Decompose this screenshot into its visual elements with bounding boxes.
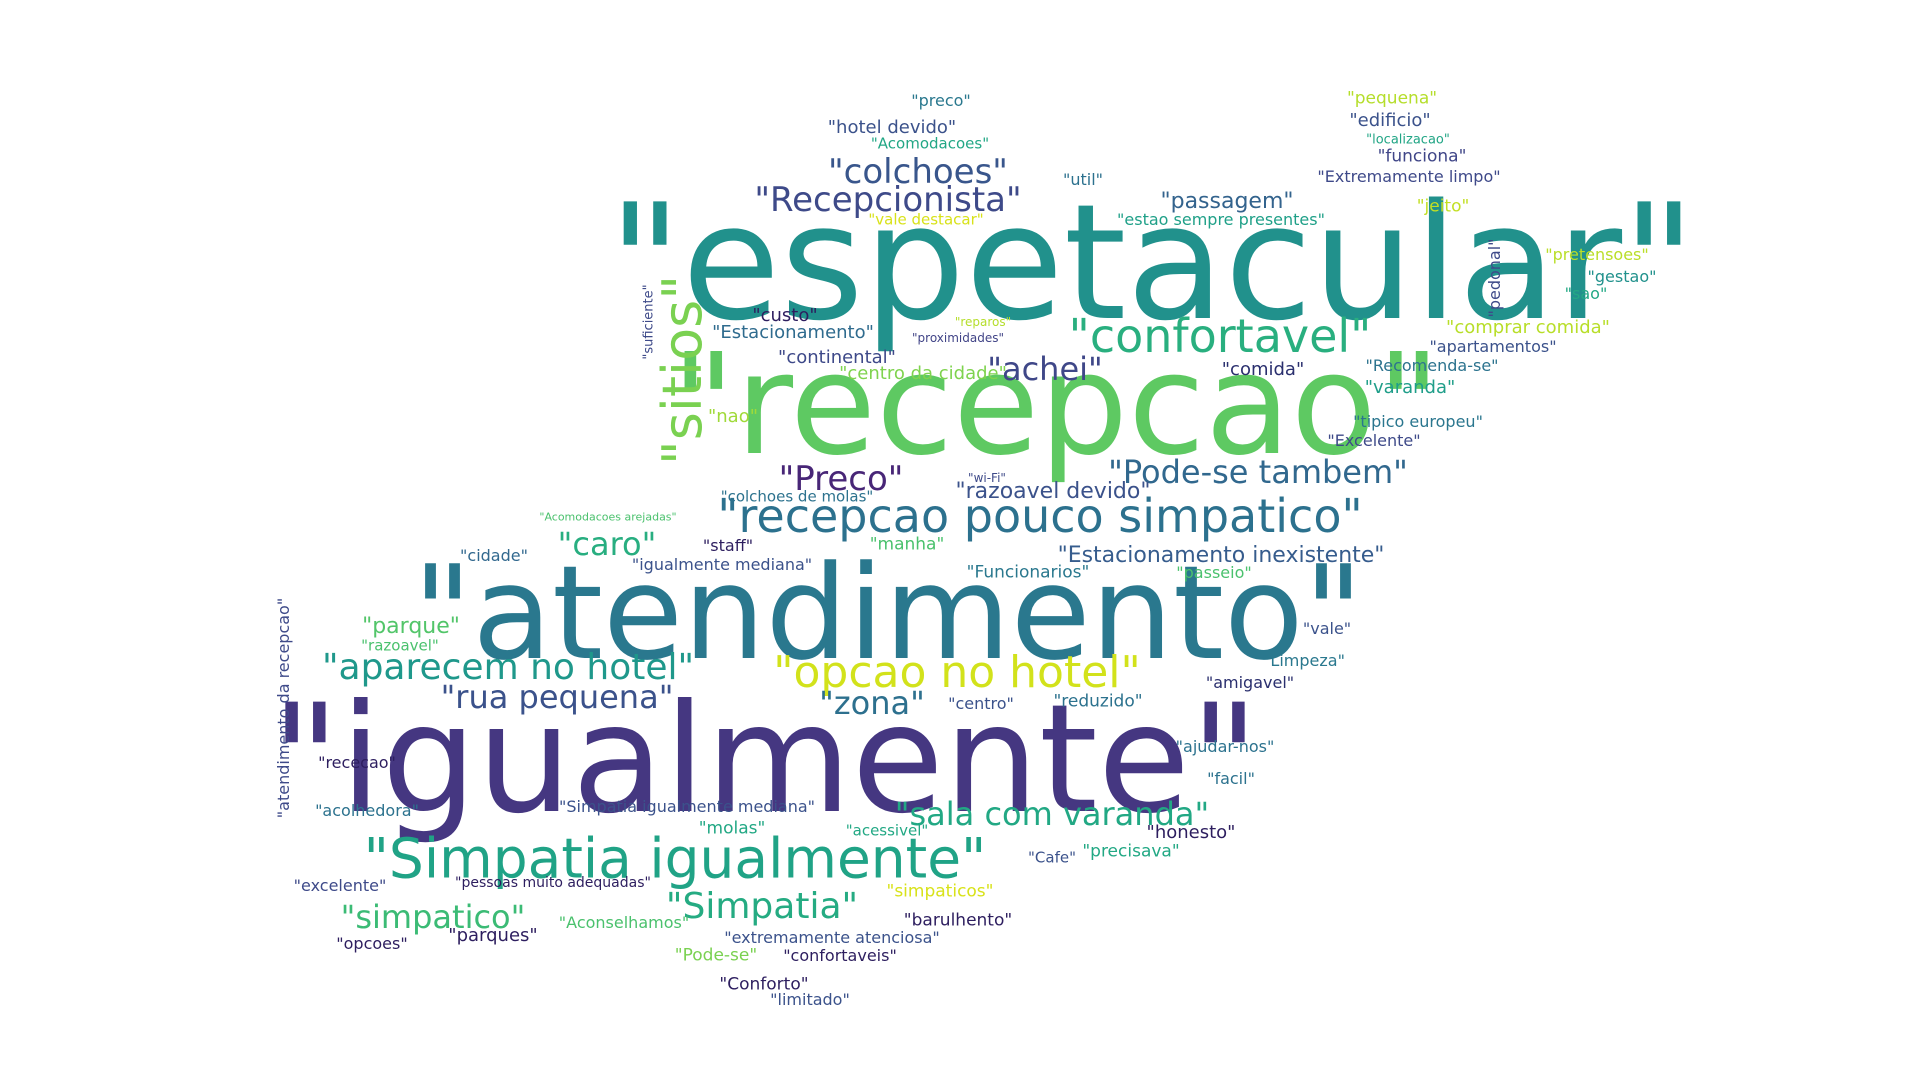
word-preco: "preco" (911, 91, 971, 110)
word-pretensoes: "pretensoes" (1545, 245, 1649, 264)
word-estacionamento: "Estacionamento" (712, 322, 874, 343)
word-estacionamento-inexistente: "Estacionamento inexistente" (1057, 543, 1385, 568)
word-extremamente-atenciosa: "extremamente atenciosa" (724, 928, 940, 947)
word-cafe: "Cafe" (1028, 848, 1076, 867)
word-conforto: "Conforto" (719, 974, 809, 995)
word-sitios: "sitios" (651, 274, 714, 466)
word-pequena: "pequena" (1346, 88, 1438, 109)
word-colchoes-de-molas: "colchoes de molas" (720, 487, 874, 506)
word-pode-se-tambem: "Pode-se tambem" (1108, 453, 1408, 491)
word-opcoes: "opcoes" (336, 934, 408, 953)
word-atendimento: "atendimento" (412, 537, 1364, 689)
word-aconselhamos: "Aconselhamos" (558, 913, 690, 932)
word-atendimento-da-recepcao: "atendimento da recepcao" (274, 597, 293, 819)
word-achei: "achei" (987, 350, 1103, 388)
word-espetacular: "espetacular" (608, 169, 1696, 356)
word-zona: "zona" (819, 684, 925, 722)
word-sala-com-varanda: "sala com varanda" (894, 795, 1210, 833)
word-wi-fi: "wi-Fi" (968, 471, 1006, 485)
word-centro: "centro" (948, 694, 1014, 713)
word-pessoas-muito-adequadas: "pessoas muito adequadas" (455, 875, 651, 891)
word-comida: "comida" (1221, 359, 1305, 380)
word-simpaticos: "simpaticos" (886, 881, 994, 902)
word-sao: "sao" (1564, 284, 1608, 303)
word-gestao: "gestao" (1587, 267, 1657, 286)
word-reduzido: "reduzido" (1053, 691, 1143, 712)
word-precisava: "precisava" (1082, 841, 1180, 862)
word-acomodacoes: "Acomodacoes" (870, 134, 990, 153)
word-rua-pequena: "rua pequena" (440, 678, 674, 716)
word-caro: "caro" (557, 525, 657, 563)
word-simpatico: "simpatico" (340, 898, 526, 936)
word-recepcao-pouco-simpatico: "recepcao pouco simpatico" (717, 489, 1363, 543)
word-continental: "continental" (778, 347, 896, 368)
word-molas: "molas" (698, 818, 766, 839)
word-acolhedora: "acolhedora" (315, 801, 419, 820)
word-aparecem-no-hotel: "aparecem no hotel" (321, 647, 695, 688)
word-localizacao: "localizacao" (1366, 132, 1450, 148)
word-simpatia: "Simpatia" (665, 886, 859, 927)
word-estao-sempre-presentes: "estao sempre presentes" (1117, 210, 1325, 229)
word-razoavel: "razoavel" (361, 636, 439, 655)
word-acomodacoes-arejadas: "Acomodacoes arejadas" (539, 510, 677, 524)
word-excelente: "excelente" (293, 876, 387, 895)
word-barulhento: "barulhento" (903, 910, 1013, 931)
word-igualmente-mediana: "igualmente mediana" (631, 555, 813, 574)
word-jeito: "jeito" (1416, 196, 1470, 217)
word-simpatia-igualmente: "Simpatia igualmente" (363, 826, 987, 891)
word-colchoes: "colchoes" (828, 152, 1008, 192)
word-rececao: "rececao" (318, 753, 396, 772)
word-preco: "Preco" (778, 459, 904, 499)
word-suficiente: "suficiente" (641, 284, 657, 360)
word-pedonal: "pedonal" (1485, 238, 1504, 318)
word-razoavel-devido: "razoavel devido" (955, 479, 1151, 504)
word-proximidades: "proximidades" (912, 331, 1004, 345)
word-passeio: "passeio" (1176, 563, 1252, 582)
word-reparos: "reparos" (954, 315, 1012, 329)
word-facil: "facil" (1207, 769, 1255, 788)
word-extremamente-limpo: "Extremamente limpo" (1317, 167, 1501, 186)
word-parque: "parque" (362, 614, 460, 639)
word-apartamentos: "apartamentos" (1429, 337, 1557, 356)
word-pode-se: "Pode-se" (674, 945, 758, 966)
word-parques: "parques" (448, 925, 538, 946)
word-cidade: "cidade" (460, 546, 528, 565)
word-hotel-devido: "hotel devido" (827, 117, 957, 138)
word-centro-da-cidade: "centro da cidade" (839, 363, 1007, 384)
word-opcao-no-hotel: "opcao no hotel" (773, 647, 1141, 698)
word-custo: "custo" (752, 305, 818, 326)
word-vale-destacar: "vale destacar" (868, 210, 984, 229)
word-excelente: "Excelente" (1327, 431, 1421, 450)
word-acessivel: "acessivel" (845, 821, 929, 840)
word-recepcionista: "Recepcionista" (754, 180, 1022, 220)
word-amigavel: "amigavel" (1205, 673, 1295, 692)
word-passagem: "passagem" (1160, 189, 1294, 214)
word-ajudar-nos: "ajudar-nos" (1175, 737, 1275, 756)
word-funcionarios: "Funcionarios" (966, 562, 1090, 583)
word-igualmente: "igualmente" (270, 673, 1260, 847)
word-recepcao: "recepcao" (671, 324, 1441, 487)
word-confortavel: "confortavel" (1068, 309, 1372, 363)
word-simpatia-igualmente-mediana: "Simpatia igualmente mediana" (558, 797, 816, 816)
word-comprar-comida: "comprar comida" (1446, 317, 1610, 338)
word-limitado: "limitado" (770, 990, 850, 1009)
word-recomenda-se: "Recomenda-se" (1365, 356, 1499, 375)
word-manha: "manha" (869, 534, 945, 555)
word-util: "util" (1062, 170, 1104, 189)
word-honesto: "honesto" (1146, 822, 1236, 843)
word-varanda: "varanda" (1364, 377, 1456, 398)
word-vale: "vale" (1302, 619, 1352, 638)
word-confortaveis: "confortaveis" (783, 946, 897, 965)
word-funciona: "funciona" (1377, 146, 1467, 167)
word-edificio: "edificio" (1349, 110, 1431, 131)
word-nao: "nao" (707, 406, 759, 427)
word-limpeza: "Limpeza" (1263, 651, 1345, 670)
word-staff: "staff" (702, 536, 754, 555)
word-tipico-europeu: "tipico europeu" (1353, 412, 1483, 431)
